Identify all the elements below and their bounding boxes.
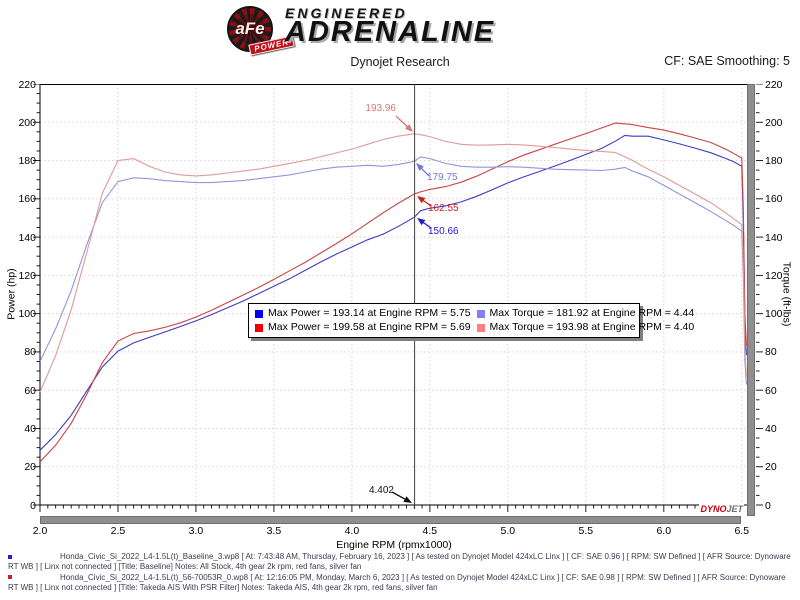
x-tick-label: 4.0: [344, 525, 360, 537]
y-tick-label: 40: [24, 422, 36, 435]
run2-info-line: Honda_Civic_Si_2022_L4-1.5L(t)_56-70053R…: [8, 573, 786, 592]
y-tick-label: 180: [18, 155, 36, 168]
x-tick-label: 2.5: [110, 525, 126, 537]
legend-grid: Max Power = 193.14 at Engine RPM = 5.75 M…: [255, 307, 694, 334]
legend-item: Max Power = 199.58 at Engine RPM = 5.69: [255, 321, 471, 334]
dynojet-watermark-dyno: DYNO: [700, 504, 727, 514]
legend-color-swatch-icon: [255, 323, 263, 332]
run2-bullet-icon: [8, 575, 12, 579]
brand-wordmark: ENGINEERED ADRENALINE: [285, 5, 496, 48]
y-tick-label: 80: [24, 346, 36, 359]
y-tick-label: 140: [765, 231, 783, 244]
y-tick-label: 80: [765, 346, 777, 359]
cursor-value-label: 162.55: [428, 203, 459, 214]
legend-label: Max Power = 193.14 at Engine RPM = 5.75: [268, 307, 471, 319]
y-tick-label: 200: [765, 116, 783, 129]
x-tick-label: 6.5: [734, 525, 750, 537]
cursor-value-label: 150.66: [428, 226, 459, 237]
y-tick-label: 160: [18, 193, 36, 206]
plot-frame: [39, 84, 749, 506]
x-tick-label: 2.0: [32, 525, 48, 537]
y-tick-label: 140: [18, 231, 36, 244]
y-tick-label: 60: [765, 384, 777, 397]
dynojet-watermark-jet: JET: [726, 504, 743, 514]
brand-adrenaline-text: ADRENALINE: [285, 16, 496, 48]
y-tick-label: 220: [18, 78, 36, 91]
y-tick-label: 120: [765, 269, 783, 282]
afe-badge-core: [235, 14, 265, 44]
run-info-footer: Honda_Civic_Si_2022_L4-1.5L(t)_Baseline_…: [0, 552, 800, 594]
y-tick-label: 20: [24, 461, 36, 474]
plot-canvas[interactable]: [32, 84, 756, 515]
afe-power-logo: aFe POWER ENGINEERED ADRENALINE: [225, 5, 570, 56]
y-tick-label: 20: [765, 461, 777, 474]
x-tick-label: 5.5: [578, 525, 594, 537]
y-tick-label: 180: [765, 155, 783, 168]
y-tick-label: 120: [18, 269, 36, 282]
x-tick-label: 3.0: [188, 525, 204, 537]
y-tick-label: 0: [30, 499, 36, 512]
y-tick-label: 100: [18, 308, 36, 321]
legend-label: Max Torque = 181.92 at Engine RPM = 4.44: [489, 307, 695, 319]
y-tick-label: 160: [765, 193, 783, 206]
legend-color-swatch-icon: [476, 309, 485, 318]
run1-bullet-icon: [8, 555, 12, 559]
legend-color-swatch-icon: [255, 309, 263, 318]
y-tick-label: 40: [765, 422, 777, 435]
smoothing-setting-label[interactable]: CF: SAE Smoothing: 5: [664, 54, 790, 68]
y-tick-label: 220: [765, 78, 783, 91]
x-axis-title: Engine RPM (rpmx1000): [336, 539, 452, 551]
page-title: Dynojet Research: [350, 55, 450, 69]
right-axis-ticks: [756, 84, 763, 506]
x-tick-label: 4.5: [422, 525, 438, 537]
vertical-scrollbar[interactable]: [747, 84, 755, 516]
legend-item: Max Torque = 181.92 at Engine RPM = 4.44: [476, 307, 695, 320]
afe-badge-text: aFe: [235, 19, 265, 38]
curve: [39, 134, 747, 451]
afe-badge-icon: aFe POWER: [227, 6, 295, 56]
x-tick-label: 6.0: [656, 525, 672, 537]
cursor-value-label: 4.402: [368, 485, 394, 496]
curve: [39, 156, 747, 385]
y-tick-label: 60: [24, 384, 36, 397]
run1-info-line: Honda_Civic_Si_2022_L4-1.5L(t)_Baseline_…: [8, 552, 791, 571]
torque-axis-labels: 0 20 40 60 80 100 120 140 160 180 200 220: [764, 79, 798, 512]
legend-item: Max Torque = 193.98 at Engine RPM = 4.40: [476, 321, 695, 334]
horizontal-scrollbar[interactable]: [40, 516, 741, 524]
rpm-axis-labels: 2.0 2.5 3.0 3.5 4.0 4.5 5.0 5.5 6.0 6.5: [0, 525, 800, 539]
y-tick-label: 100: [765, 308, 783, 321]
legend-label: Max Torque = 193.98 at Engine RPM = 4.40: [489, 321, 695, 333]
dynojet-watermark: DYNOJET: [699, 504, 744, 514]
x-tick-label: 5.0: [500, 525, 516, 537]
brand-engineered-text: ENGINEERED: [285, 5, 408, 21]
max-values-legend: Max Power = 193.14 at Engine RPM = 5.75 M…: [248, 303, 694, 338]
x-tick-label: 3.5: [266, 525, 282, 537]
legend-color-swatch-icon: [476, 323, 485, 332]
cursor-value-label: 179.75: [427, 172, 458, 183]
cursor-value-label: 193.96: [365, 103, 396, 114]
legend-label: Max Power = 199.58 at Engine RPM = 5.69: [268, 321, 471, 333]
legend-item: Max Power = 193.14 at Engine RPM = 5.75: [255, 307, 471, 320]
curve: [39, 133, 747, 393]
power-axis-labels: 0 20 40 60 80 100 120 140 160 180 200 220: [0, 79, 37, 512]
curve: [39, 122, 747, 463]
y-tick-label: 200: [18, 116, 36, 129]
y-tick-label: 0: [765, 499, 771, 512]
